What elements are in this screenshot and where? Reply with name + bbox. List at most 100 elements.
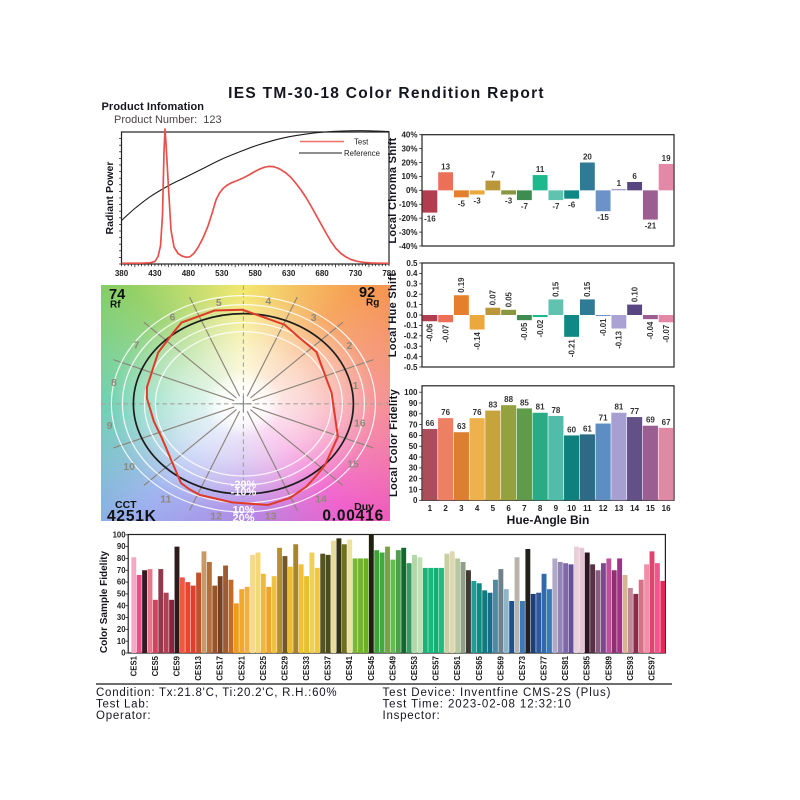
svg-text:3: 3 bbox=[459, 504, 464, 513]
svg-text:14: 14 bbox=[315, 494, 327, 506]
svg-text:-21: -21 bbox=[645, 222, 657, 231]
svg-text:76: 76 bbox=[473, 408, 482, 417]
svg-text:CES25: CES25 bbox=[259, 655, 268, 680]
svg-text:CES85: CES85 bbox=[583, 655, 592, 680]
svg-text:Test: Test bbox=[354, 137, 369, 146]
svg-text:0.10: 0.10 bbox=[630, 286, 639, 302]
svg-text:20%: 20% bbox=[232, 513, 254, 525]
svg-text:20: 20 bbox=[409, 475, 418, 484]
svg-text:Product Number: 123: Product Number: 123 bbox=[114, 114, 222, 126]
svg-text:CCT: CCT bbox=[115, 499, 137, 511]
svg-text:63: 63 bbox=[457, 422, 466, 431]
svg-text:Local Color Fidelity: Local Color Fidelity bbox=[388, 388, 400, 497]
svg-text:0.3: 0.3 bbox=[406, 280, 418, 289]
svg-text:Hue-Angle Bin: Hue-Angle Bin bbox=[507, 513, 590, 527]
svg-text:8: 8 bbox=[111, 377, 117, 389]
svg-text:13: 13 bbox=[441, 162, 450, 171]
svg-text:0%: 0% bbox=[406, 186, 418, 195]
svg-text:430: 430 bbox=[148, 269, 162, 278]
svg-text:Reference: Reference bbox=[344, 149, 380, 158]
svg-text:CES77: CES77 bbox=[540, 656, 549, 681]
svg-text:10%: 10% bbox=[232, 505, 254, 517]
svg-text:0.05: 0.05 bbox=[504, 291, 513, 307]
svg-text:CES57: CES57 bbox=[432, 656, 441, 681]
svg-text:10: 10 bbox=[567, 504, 576, 513]
svg-text:-0.1: -0.1 bbox=[404, 321, 418, 330]
svg-text:0.0: 0.0 bbox=[406, 311, 418, 320]
svg-text:12: 12 bbox=[599, 504, 608, 513]
svg-text:100: 100 bbox=[404, 388, 418, 397]
svg-text:Test Lab:: Test Lab: bbox=[96, 699, 149, 711]
svg-text:16: 16 bbox=[662, 504, 671, 513]
svg-text:CES53: CES53 bbox=[410, 655, 419, 680]
svg-text:0.5: 0.5 bbox=[406, 259, 418, 268]
svg-text:0.1: 0.1 bbox=[406, 300, 418, 309]
svg-text:10%: 10% bbox=[401, 172, 417, 181]
svg-text:CES97: CES97 bbox=[648, 656, 657, 681]
svg-text:0: 0 bbox=[413, 496, 418, 505]
svg-text:5: 5 bbox=[216, 297, 222, 309]
svg-text:730: 730 bbox=[349, 269, 363, 278]
svg-text:CES33: CES33 bbox=[302, 655, 311, 680]
svg-text:380: 380 bbox=[115, 269, 129, 278]
svg-text:0.15: 0.15 bbox=[552, 281, 561, 297]
svg-text:4: 4 bbox=[475, 504, 480, 513]
svg-text:-0.14: -0.14 bbox=[473, 331, 482, 349]
svg-text:15: 15 bbox=[646, 504, 655, 513]
svg-text:7: 7 bbox=[133, 340, 139, 352]
svg-text:630: 630 bbox=[282, 269, 296, 278]
svg-text:11: 11 bbox=[583, 504, 592, 513]
svg-text:CES37: CES37 bbox=[324, 656, 333, 681]
svg-text:40: 40 bbox=[409, 453, 418, 462]
svg-text:Rg: Rg bbox=[366, 298, 379, 309]
svg-text:-0.02: -0.02 bbox=[536, 319, 545, 337]
svg-text:30%: 30% bbox=[401, 144, 417, 153]
svg-text:1: 1 bbox=[353, 380, 359, 392]
svg-text:CES13: CES13 bbox=[194, 655, 203, 680]
svg-text:8: 8 bbox=[538, 504, 543, 513]
svg-text:0.2: 0.2 bbox=[406, 290, 418, 299]
svg-text:Test Device: Inventfine CMS-2S: Test Device: Inventfine CMS-2S (Plus) bbox=[383, 687, 612, 699]
svg-text:0: 0 bbox=[121, 649, 126, 658]
svg-text:Radiant Power: Radiant Power bbox=[104, 162, 116, 235]
svg-text:70: 70 bbox=[117, 566, 126, 575]
svg-text:16: 16 bbox=[354, 417, 366, 429]
svg-text:CES69: CES69 bbox=[496, 655, 505, 680]
svg-text:50: 50 bbox=[409, 442, 418, 451]
svg-text:20%: 20% bbox=[401, 158, 417, 167]
svg-text:92: 92 bbox=[359, 285, 375, 301]
svg-text:-0.4: -0.4 bbox=[404, 352, 418, 361]
svg-text:40%: 40% bbox=[401, 131, 417, 140]
svg-text:67: 67 bbox=[662, 418, 671, 427]
svg-text:60: 60 bbox=[567, 425, 576, 434]
svg-text:Product Infomation: Product Infomation bbox=[102, 101, 205, 113]
svg-text:Condition: Tx:21.8'C, Ti:20.2': Condition: Tx:21.8'C, Ti:20.2'C, R.H.:60… bbox=[96, 687, 337, 699]
svg-text:5: 5 bbox=[491, 504, 496, 513]
svg-text:Test Time: 2023-02-08 12:32:10: Test Time: 2023-02-08 12:32:10 bbox=[383, 699, 572, 711]
svg-text:77: 77 bbox=[630, 407, 639, 416]
svg-text:3: 3 bbox=[311, 312, 317, 324]
svg-text:CES29: CES29 bbox=[280, 655, 289, 680]
svg-text:6: 6 bbox=[506, 504, 511, 513]
svg-text:-0.13: -0.13 bbox=[615, 330, 624, 348]
svg-text:0.4: 0.4 bbox=[406, 269, 418, 278]
svg-text:-0.3: -0.3 bbox=[404, 342, 418, 351]
svg-text:4251K: 4251K bbox=[107, 508, 157, 525]
svg-text:83: 83 bbox=[488, 401, 497, 410]
svg-text:30: 30 bbox=[117, 613, 126, 622]
svg-text:-0.06: -0.06 bbox=[426, 323, 435, 341]
svg-text:13: 13 bbox=[614, 504, 623, 513]
svg-text:6: 6 bbox=[632, 172, 637, 181]
svg-text:60: 60 bbox=[409, 431, 418, 440]
svg-text:0.00416: 0.00416 bbox=[322, 508, 384, 525]
svg-text:Operator:: Operator: bbox=[96, 710, 151, 722]
svg-text:78: 78 bbox=[551, 406, 560, 415]
svg-text:9: 9 bbox=[554, 504, 559, 513]
svg-text:11: 11 bbox=[536, 165, 545, 174]
svg-text:80: 80 bbox=[409, 410, 418, 419]
svg-text:50: 50 bbox=[117, 590, 126, 599]
svg-text:4: 4 bbox=[265, 296, 271, 308]
svg-text:680: 680 bbox=[315, 269, 329, 278]
svg-text:-20%: -20% bbox=[399, 214, 418, 223]
svg-text:10: 10 bbox=[409, 485, 418, 494]
